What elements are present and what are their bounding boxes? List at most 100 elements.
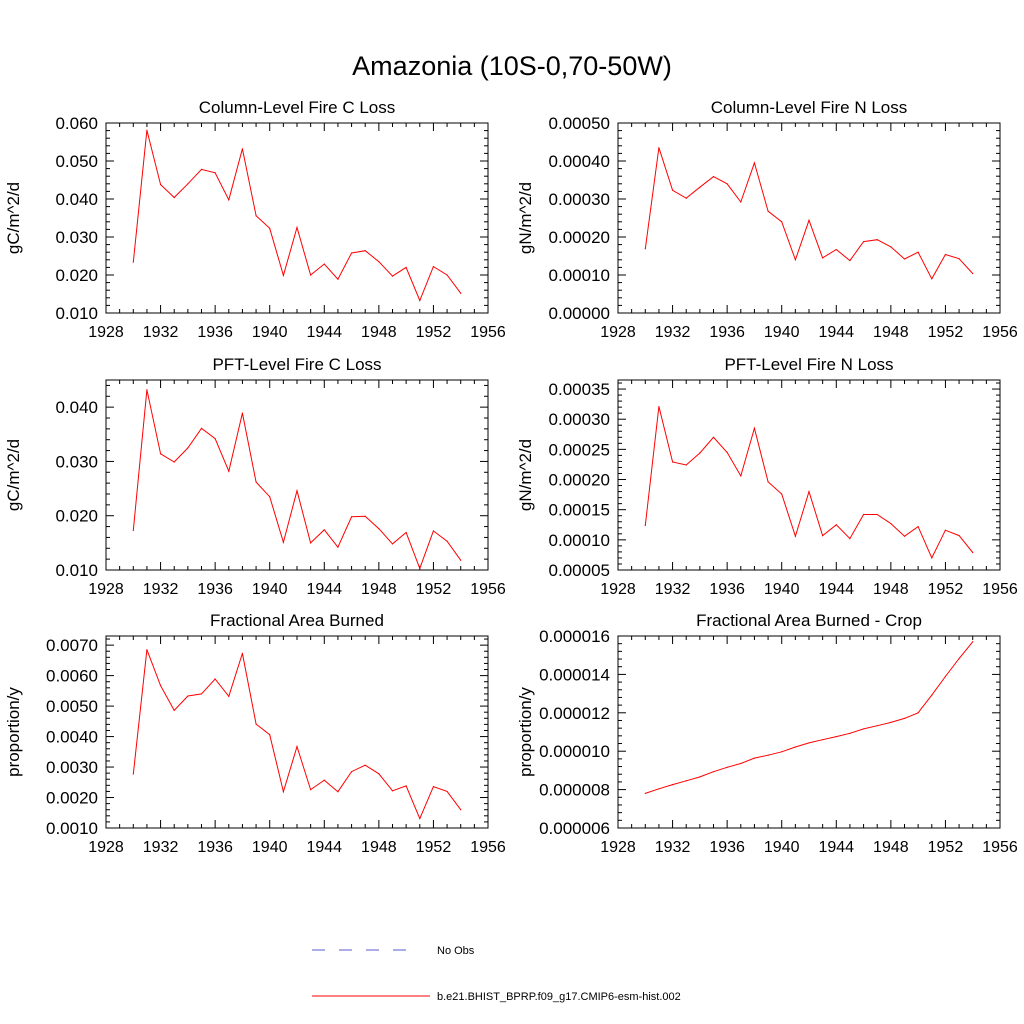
data-point: [903, 717, 906, 719]
data-point: [822, 257, 824, 259]
data-point: [808, 219, 810, 221]
data-point: [972, 641, 974, 643]
data-point: [890, 721, 892, 724]
data-point: [794, 746, 796, 748]
panel-title: Column-Level Fire N Loss: [711, 98, 908, 117]
data-point: [712, 771, 715, 773]
x-tick-label: 1932: [655, 581, 691, 598]
y-tick-label: 0.000016: [539, 627, 610, 646]
data-point: [958, 657, 960, 660]
x-tick-label: 1928: [600, 324, 636, 341]
data-point: [890, 246, 892, 248]
data-point: [173, 196, 175, 199]
chart-panel-5: 1928 1932 1936 1940 1944 1948 1952 1956 0.0010 0.…: [4, 611, 506, 856]
chart-panel-1: 1928 1932 1936 1940 1944 1948 1952 1956 0.010 0.0…: [4, 98, 506, 341]
legend-label-model: b.e21.BHIST_BPRP.f09_g17.CMIP6-esm-hist.…: [437, 991, 681, 1003]
x-tick-label: 1940: [764, 324, 800, 341]
y-tick-label: 0.000006: [539, 819, 610, 838]
data-point: [323, 263, 325, 265]
data-point: [282, 274, 284, 276]
data-point: [200, 693, 203, 695]
data-point: [241, 652, 244, 654]
data-point: [740, 475, 742, 477]
data-point: [187, 447, 189, 449]
x-tick-label: 1940: [764, 581, 800, 598]
data-point: [862, 728, 865, 730]
y-tick-label: 0.00020: [549, 228, 610, 247]
y-tick-label: 0.000014: [539, 665, 610, 684]
x-tick-label: 1948: [873, 839, 909, 856]
x-tick-label: 1928: [88, 581, 124, 598]
data-point: [849, 259, 851, 262]
chart-panel-3: 1928 1932 1936 1940 1944 1948 1952 1956 0.010 0.0…: [4, 355, 506, 598]
data-point: [419, 299, 421, 302]
data-point: [781, 221, 783, 223]
plot-frame: [617, 379, 1001, 571]
data-point: [658, 788, 660, 790]
x-tick-label: 1936: [709, 324, 745, 341]
x-tick-label: 1944: [306, 324, 342, 341]
data-point: [446, 540, 448, 542]
x-tick-label: 1956: [982, 581, 1018, 598]
data-point: [753, 757, 756, 759]
data-point: [432, 266, 435, 268]
y-tick-label: 0.0030: [46, 758, 98, 777]
data-point: [835, 248, 837, 251]
data-point: [903, 258, 906, 260]
data-point: [726, 451, 728, 453]
panel-title: Fractional Area Burned - Crop: [696, 611, 922, 630]
y-tick-label: 0.00030: [549, 410, 610, 429]
legend: No Obs b.e21.BHIST_BPRP.f09_g17.CMIP6-es…: [312, 945, 681, 1003]
data-point: [159, 183, 162, 186]
data-point: [794, 259, 796, 261]
data-point: [255, 723, 257, 725]
chart-panel-6: 1928 1932 1936 1940 1944 1948 1952 1956 0.000006…: [516, 611, 1018, 856]
data-point: [685, 780, 687, 782]
x-tick-label: 1952: [928, 839, 964, 856]
figure-title: Amazonia (10S-0,70-50W): [352, 51, 672, 81]
data-point: [228, 695, 230, 697]
data-point: [944, 253, 947, 256]
data-point: [200, 427, 203, 429]
x-tick-label: 1944: [818, 581, 854, 598]
data-point: [350, 516, 353, 518]
data-point: [822, 739, 824, 741]
data-point: [200, 168, 203, 170]
y-tick-label: 0.0010: [46, 819, 98, 838]
data-point: [890, 522, 892, 525]
data-point: [876, 239, 878, 241]
y-tick-label: 0.0070: [46, 636, 98, 655]
x-tick-label: 1956: [470, 324, 506, 341]
data-point: [296, 490, 298, 492]
y-tick-label: 0.00010: [549, 266, 610, 285]
data-point: [310, 789, 312, 791]
data-point: [903, 535, 906, 537]
data-point: [405, 266, 407, 268]
x-tick-label: 1932: [143, 324, 179, 341]
data-point: [269, 227, 271, 229]
data-point: [753, 427, 756, 429]
data-point: [296, 746, 298, 748]
data-point: [931, 557, 933, 559]
x-tick-label: 1928: [600, 839, 636, 856]
data-point: [310, 274, 312, 276]
y-tick-label: 0.040: [55, 190, 98, 209]
x-tick-label: 1928: [88, 324, 124, 341]
data-point: [944, 529, 947, 531]
x-tick-label: 1932: [655, 839, 691, 856]
data-point: [446, 790, 448, 793]
x-tick-label: 1956: [470, 581, 506, 598]
x-tick-label: 1948: [361, 839, 397, 856]
data-point: [350, 771, 353, 773]
data-point: [446, 274, 448, 276]
data-point: [862, 513, 865, 516]
data-point: [146, 649, 148, 651]
data-point: [364, 764, 366, 766]
data-point: [269, 496, 271, 498]
data-point: [685, 197, 687, 199]
x-tick-label: 1928: [600, 581, 636, 598]
data-point: [972, 551, 974, 554]
data-point: [405, 785, 407, 787]
series-line-model: [644, 406, 974, 560]
data-point: [214, 438, 216, 440]
